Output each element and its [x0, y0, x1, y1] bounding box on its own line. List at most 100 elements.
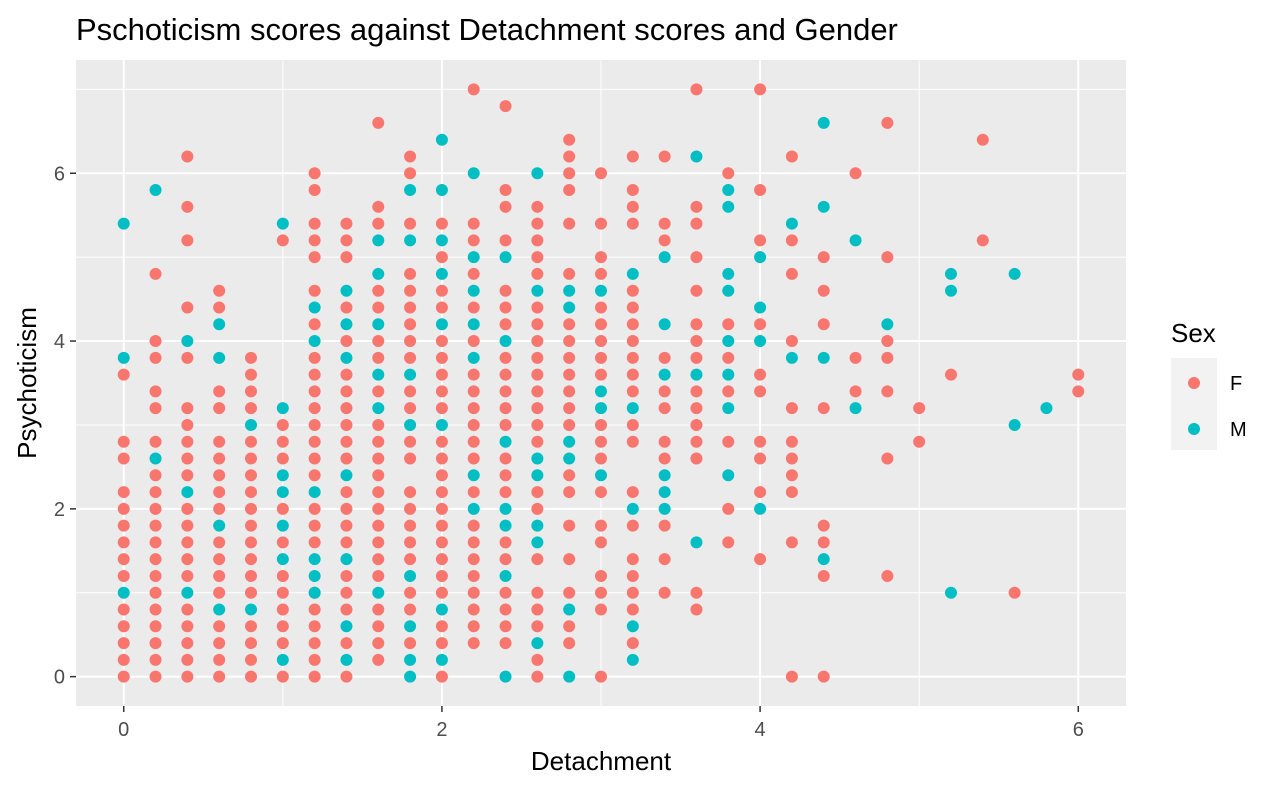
data-point: [785, 234, 798, 247]
data-point: [563, 586, 576, 599]
data-point: [531, 519, 544, 532]
data-point: [117, 603, 130, 616]
data-point: [276, 217, 289, 230]
data-point: [563, 637, 576, 650]
data-point: [404, 418, 417, 431]
data-point: [276, 553, 289, 566]
data-point: [276, 519, 289, 532]
chart-title: Pschoticism scores against Detachment sc…: [76, 12, 898, 47]
data-point: [626, 620, 639, 633]
data-point: [754, 184, 767, 197]
data-point: [499, 385, 512, 398]
data-point: [308, 167, 321, 180]
data-point: [690, 83, 703, 96]
data-point: [722, 184, 735, 197]
data-point: [245, 402, 257, 415]
data-point: [213, 469, 226, 482]
data-point: [817, 284, 830, 297]
data-point: [435, 385, 448, 398]
data-point: [563, 670, 576, 683]
data-point: [276, 653, 289, 666]
legend-key-F: [1188, 377, 1200, 389]
data-point: [404, 385, 417, 398]
data-point: [563, 335, 576, 348]
data-point: [467, 301, 480, 314]
data-point: [467, 502, 480, 515]
data-point: [213, 452, 226, 465]
data-point: [531, 435, 544, 448]
data-point: [149, 553, 162, 566]
data-point: [595, 301, 607, 314]
data-point: [308, 351, 321, 364]
data-point: [785, 150, 798, 163]
data-point: [245, 435, 257, 448]
data-point: [404, 167, 417, 180]
data-point: [722, 284, 735, 297]
data-point: [754, 385, 767, 398]
data-point: [531, 402, 544, 415]
data-point: [340, 452, 353, 465]
data-point: [372, 469, 385, 482]
data-point: [117, 569, 130, 582]
data-point: [149, 184, 162, 197]
data-point: [722, 469, 735, 482]
data-point: [372, 116, 385, 129]
data-point: [722, 502, 735, 515]
data-point: [690, 452, 703, 465]
data-point: [690, 217, 703, 230]
data-point: [945, 586, 957, 599]
data-point: [785, 536, 798, 549]
data-point: [340, 234, 353, 247]
data-point: [563, 385, 576, 398]
data-point: [181, 234, 194, 247]
data-point: [372, 435, 385, 448]
data-point: [595, 368, 607, 381]
data-point: [690, 418, 703, 431]
data-point: [435, 251, 448, 264]
data-point: [181, 502, 194, 515]
data-point: [372, 301, 385, 314]
data-point: [372, 452, 385, 465]
data-point: [181, 569, 194, 582]
data-point: [626, 418, 639, 431]
data-point: [117, 586, 130, 599]
data-point: [563, 418, 576, 431]
data-point: [563, 184, 576, 197]
data-point: [213, 318, 226, 331]
data-point: [817, 200, 830, 213]
data-point: [181, 637, 194, 650]
data-point: [117, 351, 130, 364]
data-point: [308, 586, 321, 599]
data-point: [595, 267, 607, 280]
data-point: [499, 234, 512, 247]
data-point: [308, 553, 321, 566]
data-point: [626, 385, 639, 398]
data-point: [849, 351, 862, 364]
data-point: [149, 402, 162, 415]
data-point: [531, 335, 544, 348]
data-point: [595, 486, 607, 499]
data-point: [117, 502, 130, 515]
data-point: [658, 452, 671, 465]
data-point: [467, 553, 480, 566]
data-point: [722, 368, 735, 381]
data-point: [722, 335, 735, 348]
data-point: [690, 435, 703, 448]
data-point: [563, 519, 576, 532]
data-point: [754, 486, 767, 499]
data-point: [499, 335, 512, 348]
data-point: [499, 251, 512, 264]
data-point: [149, 536, 162, 549]
data-point: [245, 670, 257, 683]
data-point: [372, 603, 385, 616]
data-point: [372, 502, 385, 515]
data-point: [308, 251, 321, 264]
data-point: [435, 603, 448, 616]
data-point: [213, 519, 226, 532]
data-point: [467, 569, 480, 582]
data-point: [245, 418, 257, 431]
data-point: [690, 150, 703, 163]
data-point: [785, 670, 798, 683]
data-point: [372, 402, 385, 415]
